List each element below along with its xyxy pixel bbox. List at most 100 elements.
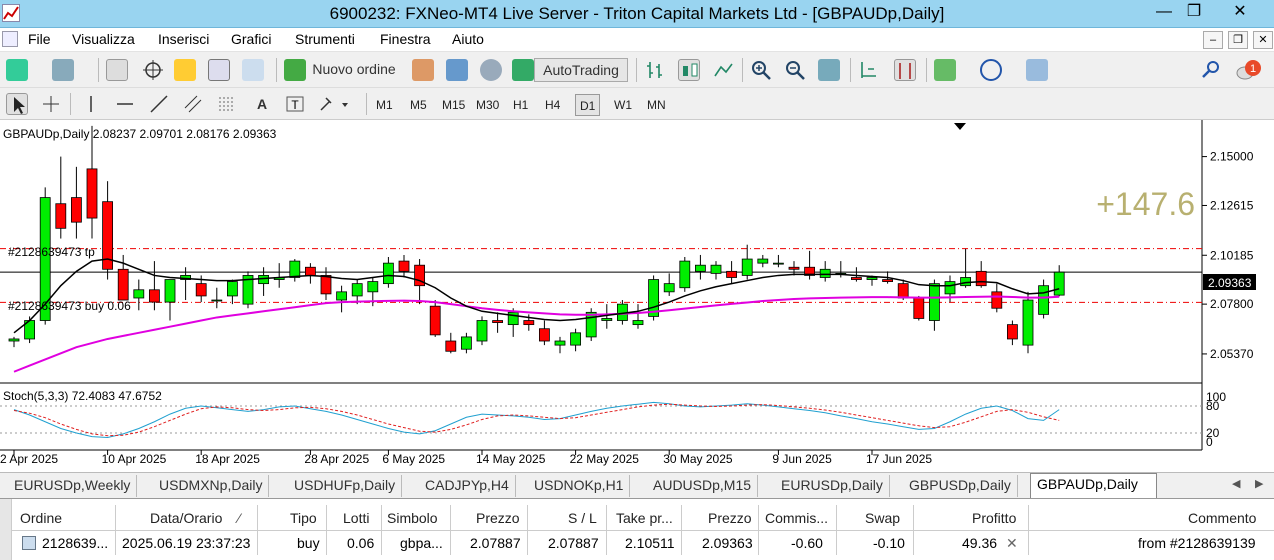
vertical-line-icon[interactable] — [80, 93, 102, 115]
autotrading-icon[interactable] — [512, 59, 534, 81]
new-order-icon[interactable] — [284, 59, 306, 81]
tab-gbpaud-daily[interactable]: GBPAUDp,Daily — [1030, 473, 1157, 498]
arrows-icon[interactable] — [318, 93, 348, 115]
menu-inserisci[interactable]: Inserisci — [158, 31, 210, 47]
menu-aiuto[interactable]: Aiuto — [452, 31, 484, 47]
menu-file[interactable]: File — [28, 31, 51, 47]
candle-body — [944, 281, 956, 295]
mdi-minimize-button[interactable]: – — [1203, 31, 1223, 49]
horizontal-line-icon[interactable] — [114, 93, 136, 115]
timeframe-m30[interactable]: M30 — [476, 98, 500, 112]
data-window-icon[interactable] — [142, 59, 164, 81]
indicators-icon[interactable] — [934, 59, 956, 81]
timeframe-m5[interactable]: M5 — [410, 98, 427, 112]
candle-body — [398, 260, 410, 272]
col-commento[interactable]: Commento — [1188, 510, 1257, 526]
candle-body — [632, 320, 644, 326]
col-prezzo[interactable]: Prezzo — [476, 510, 520, 526]
close-order-icon[interactable]: ✕ — [1006, 535, 1018, 551]
col-take-profit[interactable]: Take pr... — [616, 510, 673, 526]
tab-gbpusd-daily[interactable]: GBPUSDp,Daily — [903, 475, 1018, 497]
line-chart-icon[interactable] — [712, 59, 734, 81]
cell-swap: -0.10 — [873, 535, 905, 551]
trendline-icon[interactable] — [148, 93, 170, 115]
price-tick-label: 2.12615 — [1210, 198, 1254, 212]
metaeditor-icon[interactable] — [412, 59, 434, 81]
tab-usdhuf-daily[interactable]: USDHUFp,Daily — [288, 475, 403, 497]
zoom-out-icon[interactable] — [784, 59, 806, 81]
tab-cadjpy-h4[interactable]: CADJPYp,H4 — [419, 475, 516, 497]
tab-eurusd-daily[interactable]: EURUSDp,Daily — [775, 475, 890, 497]
menu-grafici[interactable]: Grafici — [231, 31, 272, 47]
order-buy-label: #2128639473 buy 0.06 — [8, 299, 131, 313]
col-swap[interactable]: Swap — [865, 510, 901, 526]
timeframe-m1[interactable]: M1 — [376, 98, 393, 112]
candle-body — [71, 197, 82, 223]
timeframe-mn[interactable]: MN — [647, 98, 666, 112]
col-profitto[interactable]: Profitto — [972, 510, 1017, 526]
timeframe-m15[interactable]: M15 — [442, 98, 466, 112]
document-icon[interactable] — [2, 31, 18, 47]
menu-finestra[interactable]: Finestra — [380, 31, 431, 47]
timeframe-d1[interactable]: D1 — [575, 94, 601, 116]
cursor-icon[interactable] — [6, 93, 28, 115]
notifications-icon[interactable]: 1 — [1236, 59, 1261, 81]
timeframe-w1[interactable]: W1 — [614, 98, 632, 112]
chart-window[interactable]: 2.15000 2.12615 2.10185 2.07800 2.05370 2 Ap… — [0, 120, 1274, 472]
equidistant-channel-icon[interactable] — [182, 93, 204, 115]
text-icon[interactable]: A — [256, 96, 268, 112]
tab-eurusd-weekly[interactable]: EURUSDp,Weekly — [8, 475, 138, 497]
col-lotti[interactable]: Lotti — [343, 510, 370, 526]
periods-icon[interactable] — [980, 59, 1002, 81]
tab-scroll-right-icon[interactable]: ▶ — [1255, 478, 1264, 490]
tab-audusd-m15[interactable]: AUDUSDp,M15 — [647, 475, 759, 497]
terminal-grip[interactable] — [0, 499, 12, 560]
tab-scroll-left-icon[interactable]: ◀ — [1232, 478, 1241, 490]
signals-icon[interactable] — [480, 59, 502, 81]
app-icon — [2, 4, 20, 22]
autotrading-button[interactable]: AutoTrading — [534, 58, 628, 82]
tab-usdmxn-daily[interactable]: USDMXNp,Daily — [153, 475, 270, 497]
maximize-button[interactable]: ❐ — [1186, 3, 1202, 20]
col-tipo[interactable]: Tipo — [290, 510, 317, 526]
strategy-tester-icon[interactable] — [242, 59, 264, 81]
options-icon[interactable] — [446, 59, 468, 81]
terminal-icon[interactable] — [208, 59, 230, 81]
chart-shift-icon[interactable] — [894, 59, 916, 81]
col-sl[interactable]: S / L — [568, 510, 597, 526]
fibonacci-icon[interactable] — [216, 93, 238, 115]
col-commissione[interactable]: Commis... — [765, 510, 828, 526]
templates-icon[interactable] — [1026, 59, 1048, 81]
close-button[interactable]: ✕ — [1233, 3, 1247, 20]
menu-visualizza[interactable]: Visualizza — [72, 31, 135, 47]
mdi-close-button[interactable]: ✕ — [1253, 31, 1273, 49]
price-chart[interactable]: 2.15000 2.12615 2.10185 2.07800 2.05370 2 Ap… — [0, 120, 1274, 472]
minimize-button[interactable]: — — [1156, 3, 1172, 20]
candle-body — [382, 262, 394, 285]
col-simbolo[interactable]: Simbolo — [387, 510, 438, 526]
candle-body — [991, 291, 1003, 309]
stoch-tick-label: 0 — [1206, 435, 1213, 449]
col-ordine[interactable]: Ordine — [20, 510, 63, 526]
market-watch-icon[interactable] — [106, 59, 128, 81]
new-chart-icon[interactable] — [6, 59, 28, 81]
profiles-icon[interactable] — [52, 59, 74, 81]
zoom-in-icon[interactable] — [750, 59, 772, 81]
cell-lotti: 0.06 — [347, 535, 375, 551]
crosshair-icon[interactable] — [40, 93, 62, 115]
timeframe-h1[interactable]: H1 — [513, 98, 529, 112]
col-prezzo-corrente[interactable]: Prezzo — [708, 510, 752, 526]
mdi-restore-button[interactable]: ❐ — [1228, 31, 1248, 49]
new-order-button[interactable]: Nuovo ordine — [312, 61, 396, 77]
search-icon[interactable] — [1200, 59, 1222, 81]
bar-chart-icon[interactable] — [644, 59, 666, 81]
timeframe-h4[interactable]: H4 — [545, 98, 561, 112]
text-label-icon[interactable]: T — [284, 93, 306, 115]
menu-strumenti[interactable]: Strumenti — [295, 31, 355, 47]
col-data-orario[interactable]: Data/Orario — [150, 510, 223, 526]
candlestick-icon[interactable] — [678, 59, 700, 81]
tile-windows-icon[interactable] — [818, 59, 840, 81]
tab-usdnok-h1[interactable]: USDNOKp,H1 — [528, 475, 631, 497]
autoscroll-icon[interactable] — [858, 59, 880, 81]
navigator-icon[interactable] — [174, 59, 196, 81]
